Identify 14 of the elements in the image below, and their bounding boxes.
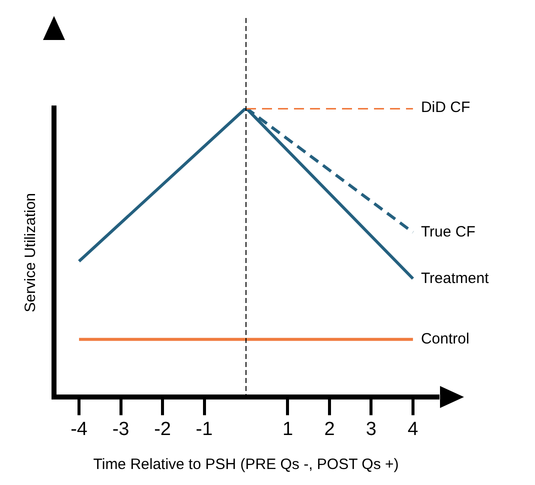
x-tick-label: -2 bbox=[154, 418, 171, 440]
series-label: Treatment bbox=[420, 270, 490, 287]
x-tick-label: 2 bbox=[324, 418, 335, 440]
x-tick-label: 4 bbox=[408, 418, 419, 440]
x-tick-label: -3 bbox=[112, 418, 130, 440]
x-tick-label: 1 bbox=[282, 418, 294, 440]
x-tick-label: -4 bbox=[70, 418, 88, 440]
series-label: DiD CF bbox=[420, 99, 470, 116]
series-label: Control bbox=[420, 330, 470, 348]
x-axis-title: Time Relative to PSH (PRE Qs -, POST Qs +) bbox=[93, 456, 399, 474]
series-label: True CF bbox=[420, 223, 476, 240]
y-axis-title: Service Utilization bbox=[22, 192, 40, 312]
x-tick-label: -1 bbox=[196, 418, 213, 440]
x-tick-label: 3 bbox=[366, 418, 377, 440]
